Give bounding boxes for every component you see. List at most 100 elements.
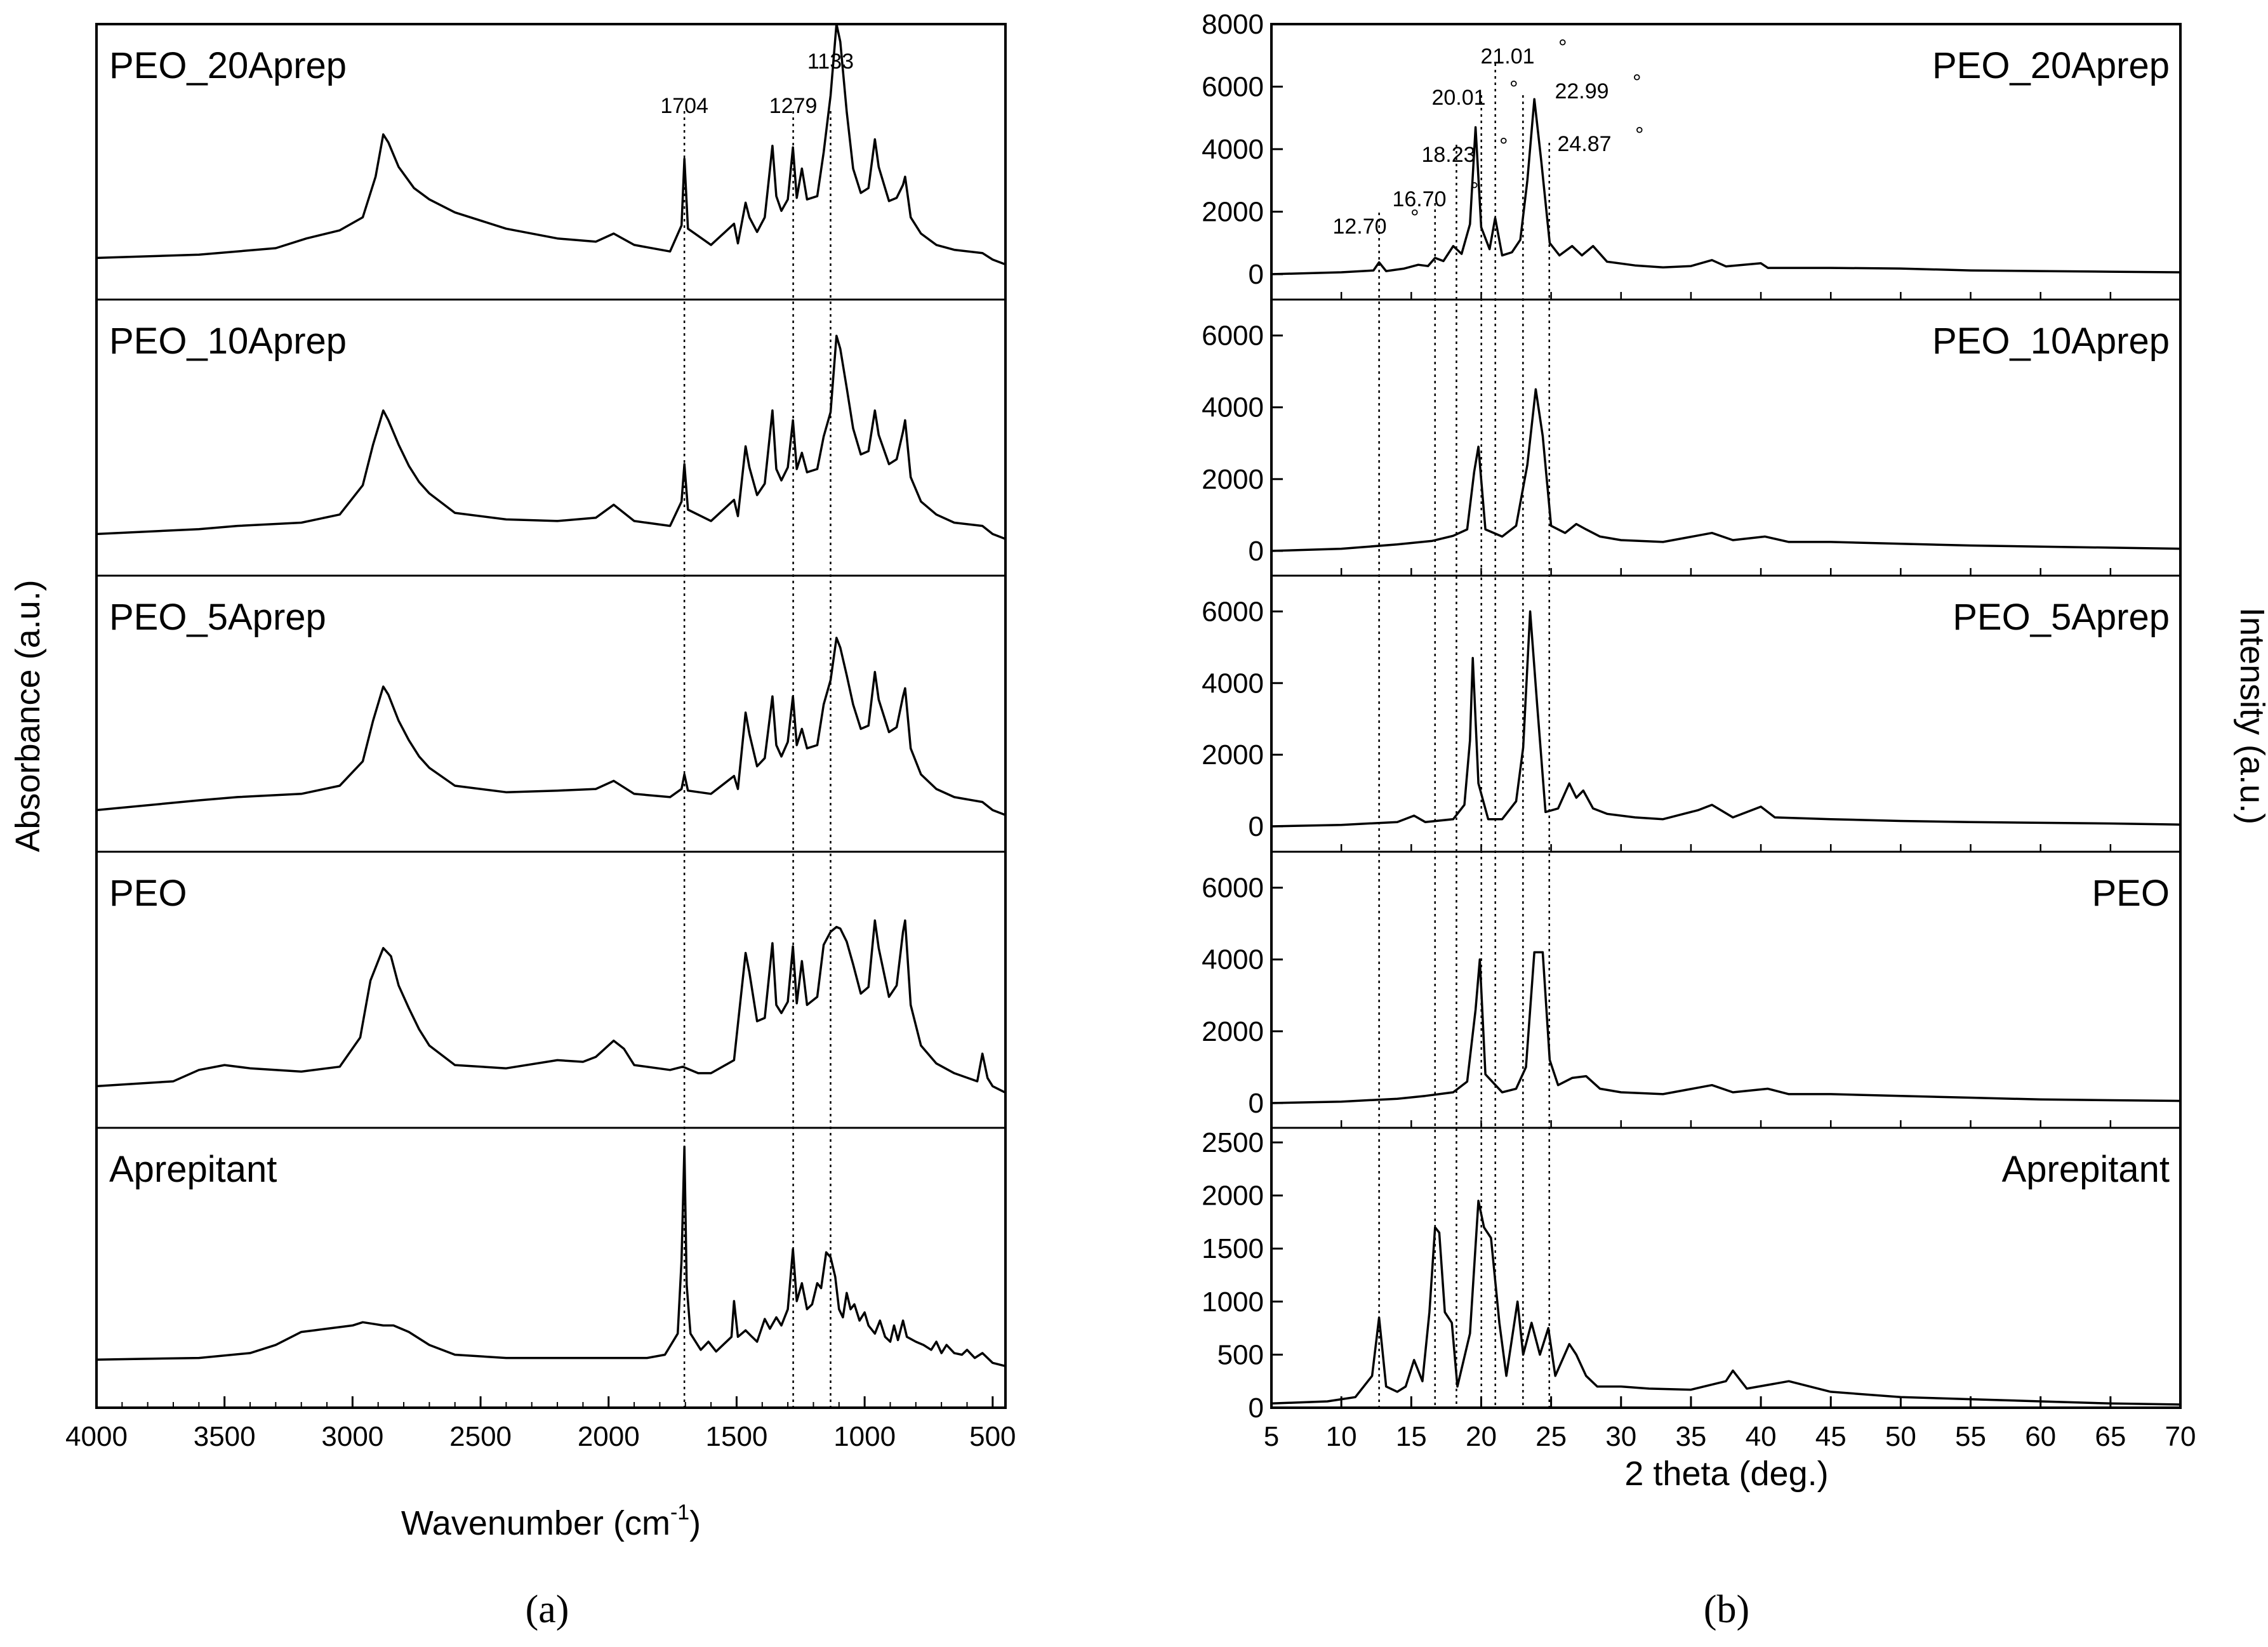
panel-a-x-tick-label-500: 500 bbox=[969, 1421, 1016, 1452]
panel-b-annotation-21.01: 21.01 ° bbox=[1480, 36, 1567, 69]
panel-b-x-tick-label-20: 20 bbox=[1466, 1421, 1497, 1452]
panel-a-separators bbox=[96, 298, 1005, 1129]
panel-b-x-tick-label-55: 55 bbox=[1955, 1421, 1986, 1452]
panel-b-series-peo-5aprep bbox=[1271, 610, 2181, 828]
panel-b-annotation-value-20.01: 20.01 bbox=[1431, 86, 1485, 110]
panel-b-annotation-degree-22.99: ° bbox=[1633, 70, 1641, 95]
panel-b-x-label: 2 theta (deg.) bbox=[1624, 1455, 1828, 1493]
panel-b-aprepitant-y-tick-label-2500: 2500 bbox=[1202, 1127, 1264, 1158]
panel-b-series-names: PEO_20Aprep PEO_10Aprep PEO_5Aprep PEO Aprep… bbox=[1932, 45, 2170, 1190]
panel-a-x-tick-label-1000: 1000 bbox=[833, 1421, 896, 1452]
panel-a-annotation-1133: 1133 bbox=[807, 50, 854, 74]
panel-b-peo-20aprep-y-tick-label-6000: 6000 bbox=[1202, 72, 1264, 103]
panel-b-aprepitant-y-tick-label-0: 0 bbox=[1249, 1392, 1264, 1424]
panel-b-annotation-18.23: 18.23 ° bbox=[1421, 134, 1508, 167]
panel-a-x-tick-label-3500: 3500 bbox=[194, 1421, 256, 1452]
panel-b-peo-5aprep-y-tick-label-4000: 4000 bbox=[1202, 668, 1264, 699]
panel-b-y-label: Intensity (a.u.) bbox=[2233, 607, 2268, 824]
panel-b-x-tick-label-25: 25 bbox=[1535, 1421, 1567, 1452]
panel-b-x-tick-label-45: 45 bbox=[1815, 1421, 1847, 1452]
panel-a-series-label-peo-20aprep: PEO_20Aprep bbox=[109, 45, 347, 86]
panel-a-x-tick-label-2000: 2000 bbox=[578, 1421, 640, 1452]
panel-b-annotation-value-18.23: 18.23 bbox=[1421, 143, 1475, 167]
panel-b-annotation-degree-16.70: ° bbox=[1470, 178, 1479, 202]
panel-b-series-label-aprepitant: Aprepitant bbox=[2002, 1149, 2170, 1190]
panel-b-peo-10aprep-y-tick-label-4000: 4000 bbox=[1202, 392, 1264, 423]
panel-b-x-tick-label-40: 40 bbox=[1746, 1421, 1777, 1452]
panel-a-y-label: Absorbance (a.u.) bbox=[9, 579, 47, 852]
panel-b-annotation-value-16.70: 16.70 bbox=[1392, 187, 1446, 211]
panel-b-series-peo-20aprep bbox=[1271, 98, 2181, 275]
panel-b-peo-20aprep-y-tick-label-8000: 8000 bbox=[1202, 9, 1264, 40]
panel-b-aprepitant-y-tick-label-1000: 1000 bbox=[1202, 1287, 1264, 1318]
panel-b-x-tick-label-30: 30 bbox=[1605, 1421, 1636, 1452]
panel-b-aprepitant-y-tick-label-1500: 1500 bbox=[1202, 1233, 1264, 1264]
panel-a-annotation-1704: 1704 bbox=[660, 94, 708, 118]
panel-b-peo-20aprep-y-tick-label-4000: 4000 bbox=[1202, 134, 1264, 165]
panel-b-annotation-degree-24.87: ° bbox=[1635, 123, 1644, 147]
panel-b-peo-5aprep-y-tick-label-6000: 6000 bbox=[1202, 596, 1264, 627]
panel-b-series-label-peo-20aprep: PEO_20Aprep bbox=[1932, 45, 2170, 86]
panel-b-aprepitant-y-tick-label-500: 500 bbox=[1217, 1339, 1264, 1370]
panel-a-annotations: 1704 1279 1133 bbox=[660, 50, 854, 118]
panel-a-series-label-peo-5aprep: PEO_5Aprep bbox=[109, 597, 326, 638]
panel-b-annotation-20.01: 20.01 ° bbox=[1431, 77, 1518, 110]
panel-b-annotation-value-12.70: 12.70 bbox=[1332, 215, 1386, 239]
panel-a-x-ticks: 4000 3500 3000 2500 2000 1500 1000 500 bbox=[65, 1396, 1016, 1452]
panel-b-x-tick-label-5: 5 bbox=[1264, 1421, 1279, 1452]
panel-a-series-label-peo-10aprep: PEO_10Aprep bbox=[109, 321, 347, 362]
panel-b-x-tick-label-65: 65 bbox=[2095, 1421, 2126, 1452]
panel-b-annotation-value-22.99: 22.99 bbox=[1555, 79, 1608, 103]
panel-b-peo-y-tick-label-2000: 2000 bbox=[1202, 1016, 1264, 1047]
panel-b-peo-10aprep-y-tick-label-2000: 2000 bbox=[1202, 464, 1264, 495]
panel-a-x-tick-label-2500: 2500 bbox=[449, 1421, 512, 1452]
panel-a-x-label: Wavenumber (cm-1) bbox=[401, 1500, 701, 1542]
panel-b-peo-y-tick-label-0: 0 bbox=[1249, 1088, 1264, 1119]
panel-b-series bbox=[1271, 98, 2181, 1406]
panel-a-series-peo-10aprep bbox=[96, 334, 1006, 540]
panel-b-series-label-peo-10aprep: PEO_10Aprep bbox=[1932, 321, 2170, 362]
panel-b-annotation-value-24.87: 24.87 bbox=[1557, 132, 1611, 156]
panel-b-series-label-peo: PEO bbox=[2092, 873, 2170, 914]
panel-b-annotation-value-21.01: 21.01 bbox=[1480, 44, 1534, 69]
panel-a-caption: (a) bbox=[526, 1588, 569, 1631]
panel-b-annotation-degree-21.01: ° bbox=[1558, 36, 1567, 60]
panel-b-annotation-12.70: 12.70 ° bbox=[1332, 206, 1419, 239]
panel-a-series-aprepitant bbox=[96, 1146, 1006, 1368]
panel-b-annotation-degree-12.70: ° bbox=[1410, 206, 1419, 230]
panel-a-series-peo-20aprep bbox=[96, 23, 1006, 266]
panel-b-peo-5aprep-y-tick-label-0: 0 bbox=[1249, 811, 1264, 842]
panel-b-annotations: 12.70 °16.70 °18.23 °20.01 °21.01 °22.99 °24.8… bbox=[1332, 36, 1643, 239]
panel-a-series-label-aprepitant: Aprepitant bbox=[109, 1149, 277, 1190]
panel-a-x-tick-label-3000: 3000 bbox=[321, 1421, 383, 1452]
panel-a-series-label-peo: PEO bbox=[109, 873, 187, 914]
panel-b-peo-20aprep-y-tick-label-2000: 2000 bbox=[1202, 197, 1264, 228]
panel-b-x-ticks: 5 10 15 20 25 30 35 40 45 50 55 60 65 70 bbox=[1264, 1396, 2196, 1452]
panel-b-caption: (b) bbox=[1704, 1588, 1749, 1631]
panel-b-series-label-peo-5aprep: PEO_5Aprep bbox=[1953, 597, 2170, 638]
panel-b-frame bbox=[1270, 23, 2182, 1409]
panel-b-peo-10aprep-y-tick-label-0: 0 bbox=[1249, 536, 1264, 567]
panel-a-frame bbox=[95, 23, 1007, 1409]
panel-a-series bbox=[96, 23, 1006, 1368]
panel-b-aprepitant-y-tick-label-2000: 2000 bbox=[1202, 1181, 1264, 1212]
panel-b-annotation-22.99: 22.99 ° bbox=[1555, 70, 1641, 103]
panel-b-series-aprepitant bbox=[1271, 1200, 2181, 1406]
panel-b-peo-y-tick-label-6000: 6000 bbox=[1202, 873, 1264, 904]
panel-a-series-peo-5aprep bbox=[96, 637, 1006, 816]
panel-b-separators bbox=[1271, 298, 2180, 1129]
panel-b-annotation-24.87: 24.87 ° bbox=[1557, 123, 1643, 156]
panel-b-peo-y-tick-label-4000: 4000 bbox=[1202, 944, 1264, 976]
panel-a-x-tick-label-1500: 1500 bbox=[706, 1421, 768, 1452]
panel-b-annotation-16.70: 16.70 ° bbox=[1392, 178, 1478, 211]
panel-b-x-tick-label-10: 10 bbox=[1326, 1421, 1357, 1452]
panel-b-peo-20aprep-y-tick-label-0: 0 bbox=[1249, 259, 1264, 290]
panel-b-annotation-degree-20.01: ° bbox=[1509, 77, 1518, 101]
panel-b-x-tick-label-60: 60 bbox=[2025, 1421, 2056, 1452]
panel-b-series-peo bbox=[1271, 951, 2181, 1104]
panel-b-peo-5aprep-y-tick-label-2000: 2000 bbox=[1202, 739, 1264, 771]
panel-b-x-tick-label-70: 70 bbox=[2165, 1421, 2196, 1452]
